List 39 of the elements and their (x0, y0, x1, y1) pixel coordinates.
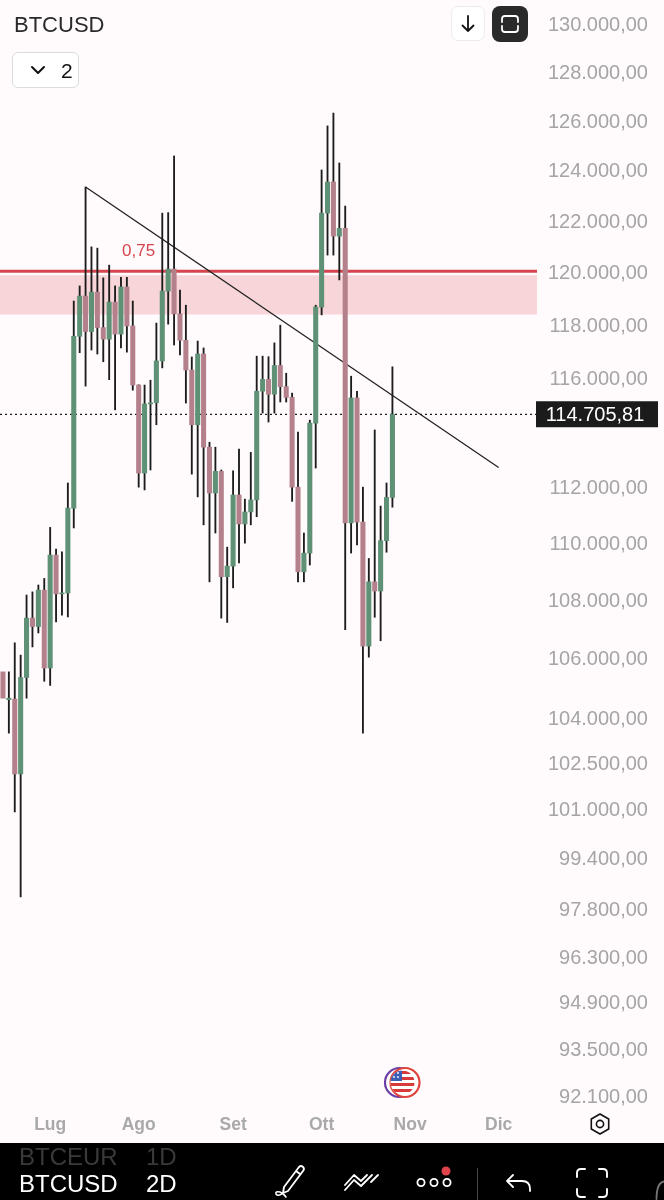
ref-line-label: 114.705,81 (545, 402, 645, 425)
y-tick-label: 97.800,00 (559, 897, 648, 920)
y-tick-label: 120.000,00 (547, 261, 648, 284)
y-tick-label: 101.000,00 (547, 797, 648, 820)
x-tick-label: Set (219, 1114, 247, 1135)
y-tick-label: 126.000,00 (547, 109, 648, 132)
dropdown-button: 2 (12, 52, 79, 88)
x-tick-label: Ago (121, 1114, 156, 1135)
y-tick-label: 106.000,00 (547, 647, 648, 670)
y-tick-label: 130.000,00 (547, 12, 648, 35)
candlestick (224, 546, 230, 623)
y-tick-label: 118.000,00 (549, 313, 648, 336)
y-tick-label: 124.000,00 (547, 159, 648, 182)
y-tick-label: 104.000,00 (547, 706, 648, 729)
y-tick-label: 93.500,00 (559, 1037, 648, 1060)
candlestick (336, 162, 342, 281)
y-tick-label: 116.000,00 (549, 366, 648, 389)
bottom-toolbar: BTCEUR 1D BTCUSD 2D (0, 1143, 664, 1200)
x-tick-label: Dic (485, 1114, 513, 1135)
y-tick-label: 122.000,00 (547, 210, 648, 233)
y-tick-label: 110.000,00 (549, 532, 648, 555)
y-tick-label: 102.500,00 (547, 751, 648, 774)
candlestick (372, 429, 378, 618)
annotation: 0,75 (122, 241, 156, 260)
y-tick-label: 112.000,00 (549, 476, 648, 499)
x-tick-label: Lug (34, 1114, 67, 1135)
y-tick-label: 94.900,00 (559, 991, 648, 1014)
chart-title: BTCUSD (14, 12, 105, 38)
annotation: 2 (61, 59, 73, 82)
y-tick-label: 128.000,00 (547, 60, 648, 83)
y-tick-label: 108.000,00 (547, 589, 648, 612)
candlestick (248, 452, 254, 526)
y-tick-label: 96.300,00 (559, 945, 648, 968)
candlestick (6, 671, 12, 734)
x-tick-label: Ott (308, 1114, 335, 1135)
x-tick-label: Nov (393, 1114, 427, 1135)
candlestick (0, 671, 6, 699)
y-tick-label: 99.400,00 (559, 847, 648, 870)
y-tick-label: 92.100,00 (559, 1084, 648, 1107)
